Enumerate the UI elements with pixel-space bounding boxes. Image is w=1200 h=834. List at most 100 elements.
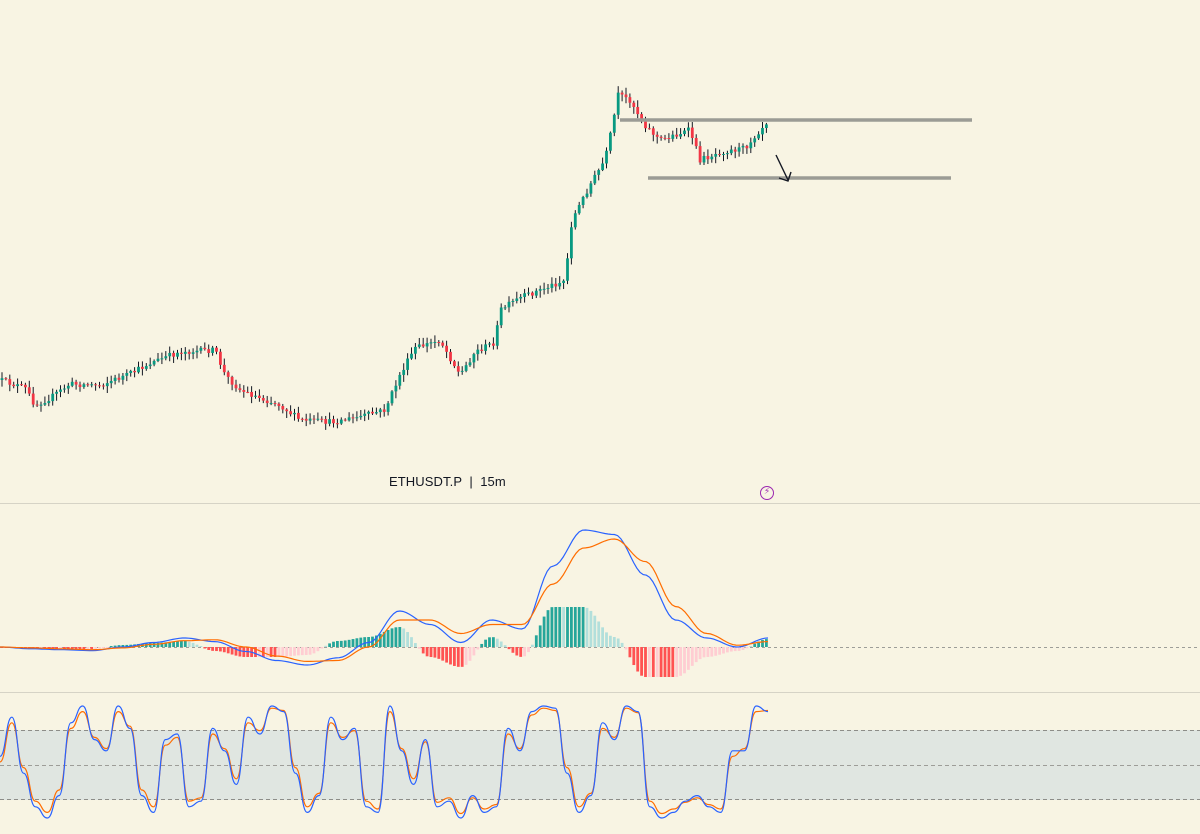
macd-histogram-bar <box>70 647 74 649</box>
price-candle <box>687 122 690 138</box>
price-candle <box>573 210 577 230</box>
macd-histogram-bar <box>191 642 195 647</box>
macd-histogram-bar <box>737 647 741 651</box>
price-candle <box>359 410 363 420</box>
price-candle <box>183 347 187 361</box>
macd-histogram-bar <box>219 647 222 652</box>
macd-histogram-bar <box>538 625 542 647</box>
price-candle <box>70 377 74 388</box>
price-candle <box>507 296 511 313</box>
price-candle <box>367 410 370 420</box>
macd-histogram-bar <box>203 647 207 649</box>
macd-histogram-bar <box>273 647 277 657</box>
price-candle <box>347 412 351 422</box>
macd-histogram-bar <box>542 616 546 647</box>
macd-histogram-bar <box>277 647 281 657</box>
price-candle <box>468 357 472 367</box>
price-candle <box>414 342 417 360</box>
price-candle <box>269 396 273 406</box>
macd-histogram-bar <box>406 632 409 647</box>
macd-histogram-bar <box>612 636 616 647</box>
price-candle <box>441 340 445 348</box>
price-candle <box>74 379 78 390</box>
macd-histogram-bar <box>749 646 753 647</box>
macd-histogram-bar <box>609 635 612 647</box>
price-candle <box>39 401 43 412</box>
price-candle <box>195 345 199 359</box>
macd-line <box>0 529 769 666</box>
macd-histogram-bar <box>753 643 757 647</box>
macd-histogram-bar <box>207 647 211 650</box>
macd-histogram-bar <box>464 647 468 665</box>
price-candle <box>222 358 226 376</box>
macd-histogram-bar <box>566 607 569 647</box>
price-candle <box>113 374 117 385</box>
macd-histogram-bar <box>300 647 304 656</box>
price-candle <box>589 180 593 197</box>
price-candle <box>12 381 16 389</box>
price-candle <box>402 363 406 382</box>
stoch-k-line <box>0 705 769 819</box>
macd-histogram-bar <box>468 647 472 661</box>
price-candle <box>449 348 452 365</box>
macd-histogram-bar <box>425 647 429 657</box>
macd-histogram-bar <box>421 647 425 654</box>
price-candle <box>59 385 62 398</box>
price-candle <box>27 380 31 396</box>
price-candle <box>86 382 90 387</box>
macd-histogram-bar <box>597 621 601 647</box>
macd-histogram-bar <box>698 647 702 660</box>
price-candle <box>363 409 367 422</box>
price-candle <box>98 381 101 389</box>
macd-histogram-bar <box>761 639 764 647</box>
price-candle <box>714 148 718 164</box>
lightning-icon[interactable]: ⚡ <box>760 486 774 500</box>
macd-histogram-bar <box>456 647 460 667</box>
price-candle <box>636 100 640 119</box>
macd-histogram-bar <box>671 647 675 677</box>
macd-histogram-bar <box>495 638 499 647</box>
price-candle <box>737 142 741 157</box>
price-candle <box>675 127 679 139</box>
macd-histogram-bar <box>675 647 679 677</box>
price-candle <box>242 385 246 398</box>
price-candle <box>336 418 339 429</box>
macd-histogram-bar <box>558 607 562 647</box>
price-candle <box>176 349 179 360</box>
macd-histogram-bar <box>332 641 335 647</box>
macd-histogram-bar <box>78 647 82 649</box>
price-candle <box>577 201 581 215</box>
price-candle <box>655 131 659 144</box>
price-candle <box>499 303 503 329</box>
price-candle <box>281 403 285 414</box>
price-candle <box>741 143 745 154</box>
price-candle <box>125 369 129 382</box>
macd-histogram-bar <box>745 647 749 649</box>
arrow-down-right-icon[interactable] <box>775 154 792 182</box>
price-candle <box>371 407 374 415</box>
macd-histogram-bar <box>74 647 78 649</box>
macd-histogram-bar <box>640 647 643 676</box>
macd-histogram-bar <box>156 642 160 647</box>
macd-histogram-bar <box>94 647 97 649</box>
macd-histogram-bar <box>722 647 725 654</box>
price-candle <box>156 352 160 363</box>
price-candle <box>632 100 636 114</box>
macd-histogram-bar <box>585 607 589 647</box>
price-candle <box>109 375 113 389</box>
price-candle <box>144 363 148 371</box>
macd-histogram-bar <box>550 607 554 647</box>
macd-histogram-bar <box>347 639 351 647</box>
price-candle <box>152 359 156 367</box>
macd-histogram-bar <box>176 641 179 647</box>
price-candle <box>332 415 335 428</box>
price-candle <box>141 361 144 376</box>
macd-histogram-bar <box>460 647 464 667</box>
price-candle <box>417 337 421 349</box>
price-candle <box>519 294 523 304</box>
price-candle <box>710 153 714 163</box>
price-candle <box>191 348 195 360</box>
price-candle <box>605 147 608 169</box>
